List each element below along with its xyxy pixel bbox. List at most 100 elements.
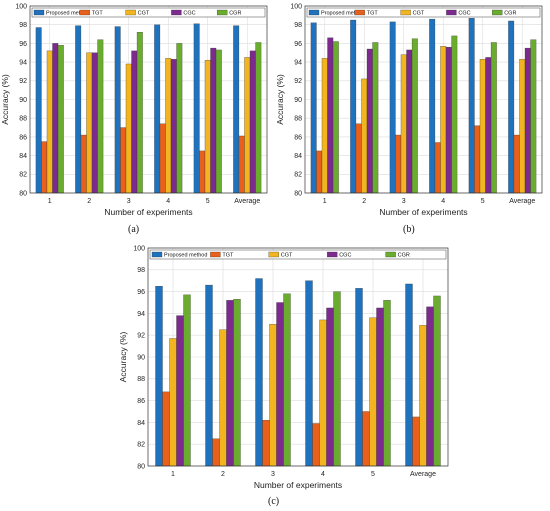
bar [389,21,396,194]
legend-swatch [446,9,457,16]
legend-label: Proposed method [321,11,364,17]
bar [269,324,277,467]
y-axis-label: Accuracy (%) [118,332,128,383]
bar [395,134,402,194]
x-tick-label: Average [410,471,436,478]
bar [326,307,334,467]
x-tick-label: 3 [271,471,275,478]
bar [485,57,492,194]
bar [255,42,262,194]
bar [530,39,537,194]
y-tick-label: 92 [294,78,302,85]
bar [125,63,132,194]
bar [204,60,211,194]
legend-swatch [327,251,338,258]
legend: Proposed method TGT CGT CGC CGR [31,7,266,18]
bar [479,59,486,194]
bar [433,295,441,467]
x-tick-label: 2 [221,471,225,478]
bar [519,59,526,194]
chart-b: 80 82 84 86 88 90 92 94 96 98 100 1 2 3 4 5 Average Numbe… [275,3,543,217]
y-tick-label: 80 [294,190,302,197]
x-axis-label: Number of experiments [254,480,342,490]
y-tick-label: 96 [137,289,145,296]
bar [114,26,121,194]
bar [434,142,441,194]
panel-label-a: (a) [128,224,140,235]
bar [405,283,413,467]
x-tick-label: 3 [402,198,406,205]
x-tick-label: 1 [48,198,52,205]
bar [376,307,384,467]
legend-label: CGT [138,11,150,17]
legend: Proposed method TGT CGT CGC CGR [149,249,447,260]
x-tick-label: 5 [206,198,210,205]
y-tick-label: 92 [137,333,145,340]
axes-frame [29,5,268,194]
bar [154,24,161,194]
y-tick-label: 100 [133,245,145,252]
legend-swatch [400,9,411,16]
bar [361,78,368,194]
y-tick-label: 92 [19,78,27,85]
y-tick-label: 86 [19,134,27,141]
bar [283,293,291,467]
panel-label-b: (b) [403,224,415,235]
bar [508,20,515,194]
bar [244,57,251,194]
x-tick-label: Average [509,198,535,205]
y-axis-label: Accuracy (%) [275,74,285,125]
bar [426,306,434,467]
x-tick-label: 5 [481,198,485,205]
bar [369,317,377,467]
legend-label: CGC [458,11,470,17]
bar [57,45,64,194]
bar [490,42,497,194]
bar [276,302,284,467]
legend-label: CGT [413,11,425,17]
y-tick-label: 94 [137,311,145,318]
bar [400,54,407,194]
y-tick-label: 100 [15,3,27,10]
legend-swatch [151,251,163,258]
legend-swatch [79,9,90,16]
bar [193,23,200,194]
bar [445,46,452,194]
bar [262,420,270,467]
bar [310,22,317,194]
legend-label: TGT [222,253,234,259]
y-tick-label: 100 [290,3,302,10]
bar [183,294,191,467]
y-tick-label: 94 [19,60,27,67]
legend: Proposed method TGT CGT CGC CGR [306,7,541,18]
bar [212,438,220,467]
legend-label: CGT [281,253,293,259]
x-tick-label: 2 [87,198,91,205]
x-tick-label: 3 [127,198,131,205]
bar [474,125,481,194]
x-axis-label: Number of experiments [104,207,192,217]
bar [199,150,206,194]
bar [524,47,531,194]
bar [159,123,166,194]
legend-swatch [492,9,503,16]
bar [176,315,184,467]
bar [249,50,256,194]
x-tick-label: 4 [441,198,445,205]
legend-label: Proposed method [46,11,89,17]
bar [513,134,520,194]
bar [327,37,334,194]
legend-swatch [125,9,136,16]
chart-c: 80 82 84 86 88 90 92 94 96 98 100 1 2 3 4 5 Average Numbe… [118,245,449,490]
bar [170,59,177,194]
bar [321,58,328,194]
bar [219,329,227,467]
x-tick-label: Average [234,198,260,205]
legend-label: CGR [229,11,241,17]
legend-swatch [354,9,365,16]
bar [316,150,323,194]
legend-swatch [385,251,396,258]
bar [451,35,458,194]
x-tick-label: 4 [166,198,170,205]
bar [162,391,170,467]
